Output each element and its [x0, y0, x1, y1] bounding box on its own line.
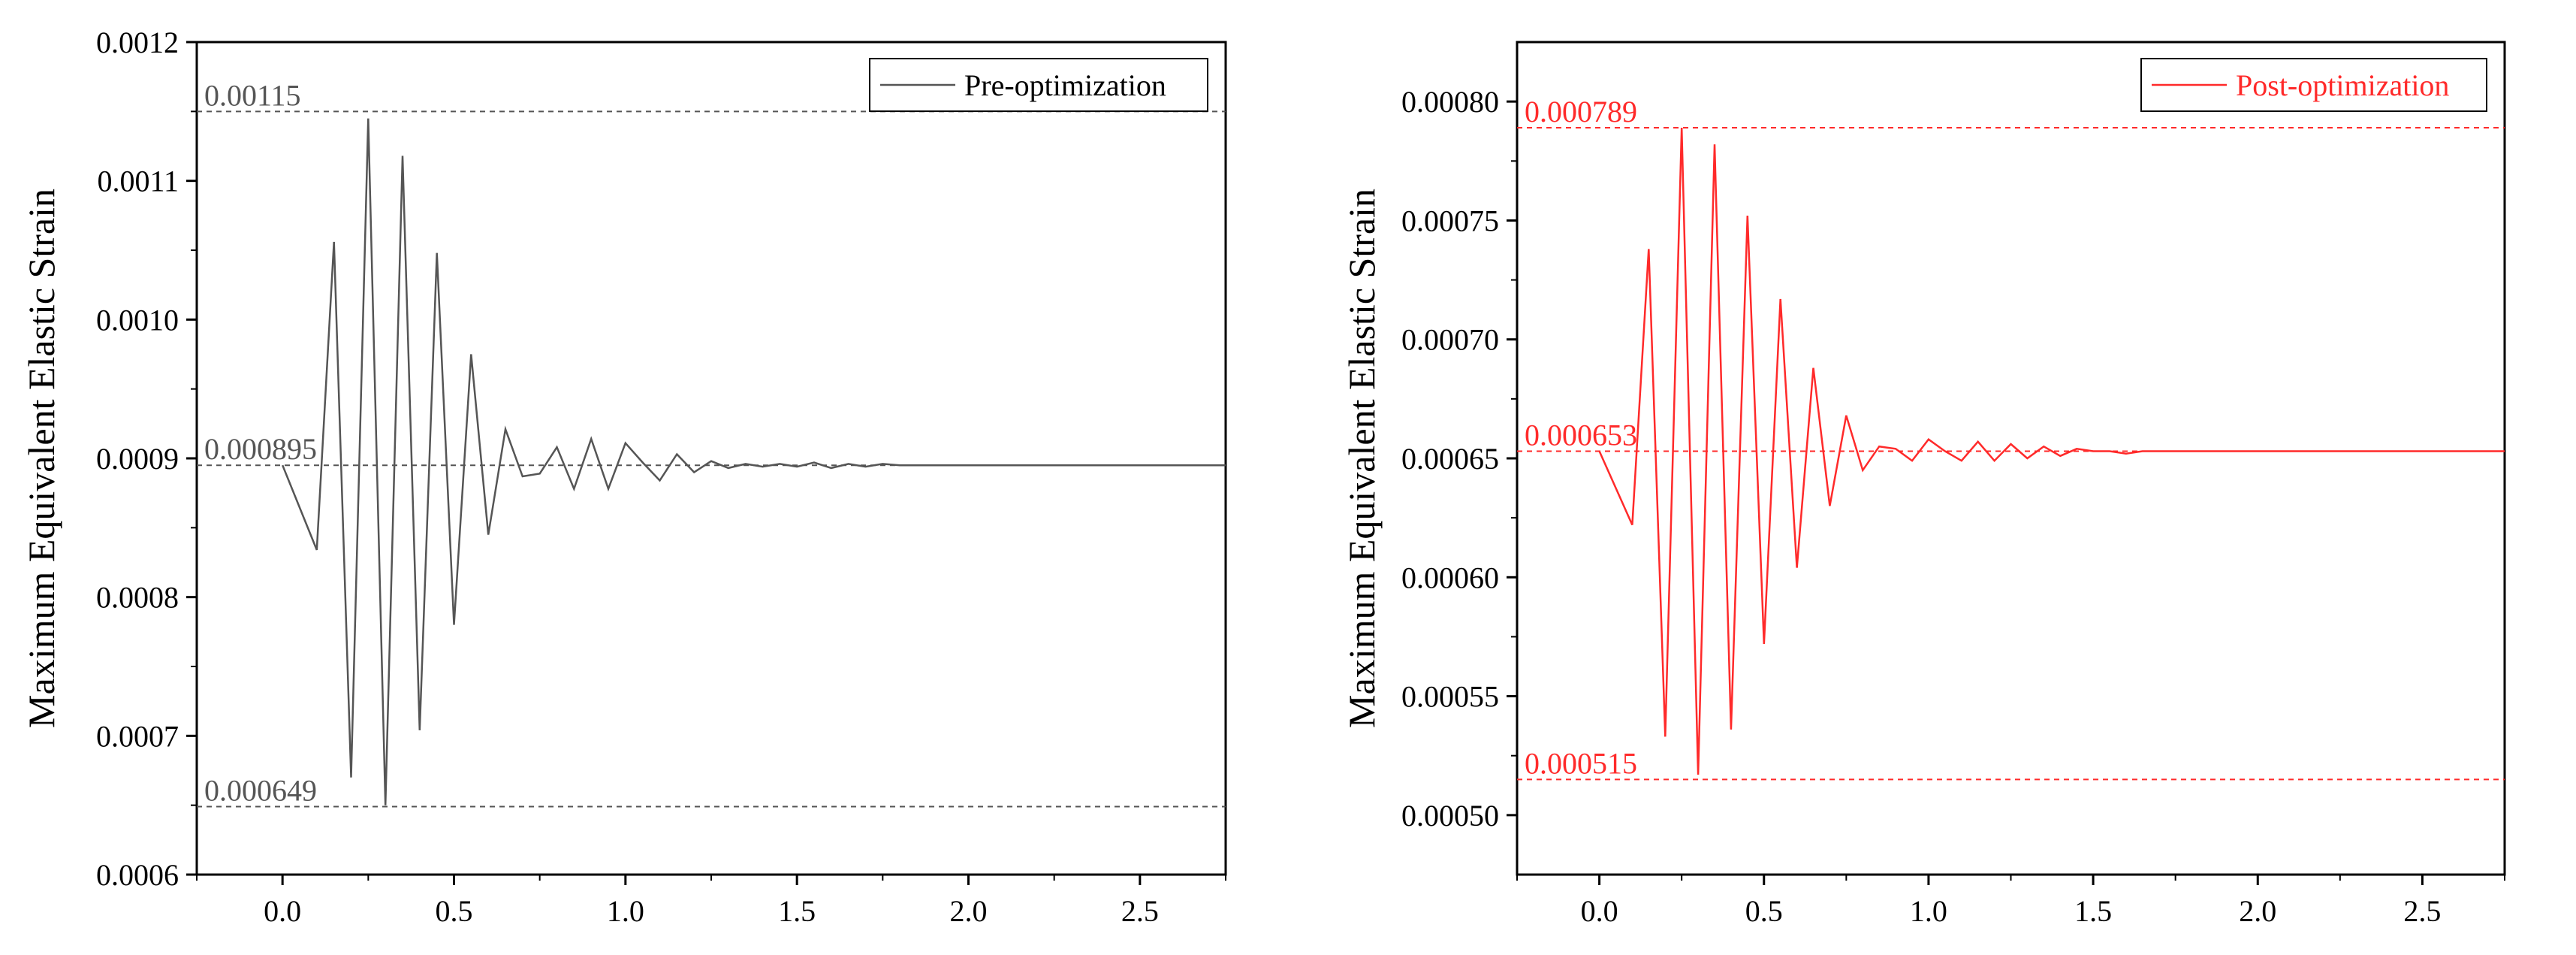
pre-x-tick-label: 0.5 [436, 894, 473, 928]
pre-x-tick-label: 2.0 [950, 894, 988, 928]
pre-y-tick-label: 0.0007 [96, 719, 179, 753]
post-legend: Post-optimization [2140, 58, 2487, 112]
post-y-tick-label: 0.00050 [1401, 799, 1499, 833]
post-x-tick-label: 0.5 [1745, 894, 1783, 928]
pre-x-tick-label: 0.0 [264, 894, 301, 928]
post-series-line [1598, 127, 2505, 775]
pre-y-axis-title: Maximum Equivalent Elastic Strain [20, 189, 62, 728]
post-legend-label: Post-optimization [2236, 68, 2449, 102]
pre-legend: Pre-optimization [869, 58, 1208, 112]
pre-y-tick-label: 0.0008 [96, 581, 179, 615]
post-y-tick-label: 0.00080 [1401, 85, 1499, 119]
post-y-axis-title: Maximum Equivalent Elastic Strain [1341, 189, 1383, 728]
pre-x-tick-label: 1.0 [607, 894, 644, 928]
pre-legend-label: Pre-optimization [964, 68, 1166, 102]
pre-legend-box [869, 58, 1208, 112]
pre-y-tick-label: 0.0011 [97, 165, 179, 198]
pre-annotation-label: 0.000895 [204, 432, 317, 466]
pre-x-tick-label: 1.5 [778, 894, 816, 928]
pre-annotation-label: 0.00115 [204, 78, 301, 112]
post-x-tick-label: 1.0 [1910, 894, 1947, 928]
post-annotation-label: 0.000515 [1525, 746, 1637, 780]
post-x-tick-label: 2.5 [2403, 894, 2441, 928]
post-chart-panel: 0.0 0.5 1.0 1.5 2.0 2.5 0.00050 0.00055 0.00060 0… [1341, 41, 2506, 928]
post-plot-frame [1516, 41, 2506, 876]
post-x-tick-label: 2.0 [2239, 894, 2276, 928]
post-y-tick-label: 0.00055 [1401, 680, 1499, 714]
pre-y-tick-label: 0.0006 [96, 858, 179, 892]
post-y-tick-label: 0.00060 [1401, 561, 1499, 594]
post-x-tick-label: 1.5 [2074, 894, 2112, 928]
post-y-tick-label: 0.00065 [1401, 442, 1499, 476]
pre-y-tick-label: 0.0010 [96, 303, 179, 337]
pre-y-tick-label: 0.0012 [96, 26, 179, 59]
pre-chart-panel: 0.0 0.5 1.0 1.5 2.0 2.5 0.0006 0.0007 0.0008 0.00… [20, 26, 1227, 928]
pre-y-tick-label: 0.0009 [96, 442, 179, 476]
post-annotation-label: 0.000789 [1525, 95, 1637, 128]
post-y-tick-label: 0.00070 [1401, 323, 1499, 357]
post-x-tick-label: 0.0 [1581, 894, 1618, 928]
post-annotation-label: 0.000653 [1525, 419, 1637, 452]
post-y-tick-label: 0.00075 [1401, 204, 1499, 237]
pre-annotation-label: 0.000649 [204, 774, 317, 808]
pre-x-tick-label: 2.5 [1121, 894, 1159, 928]
pre-series-line [282, 118, 1226, 805]
